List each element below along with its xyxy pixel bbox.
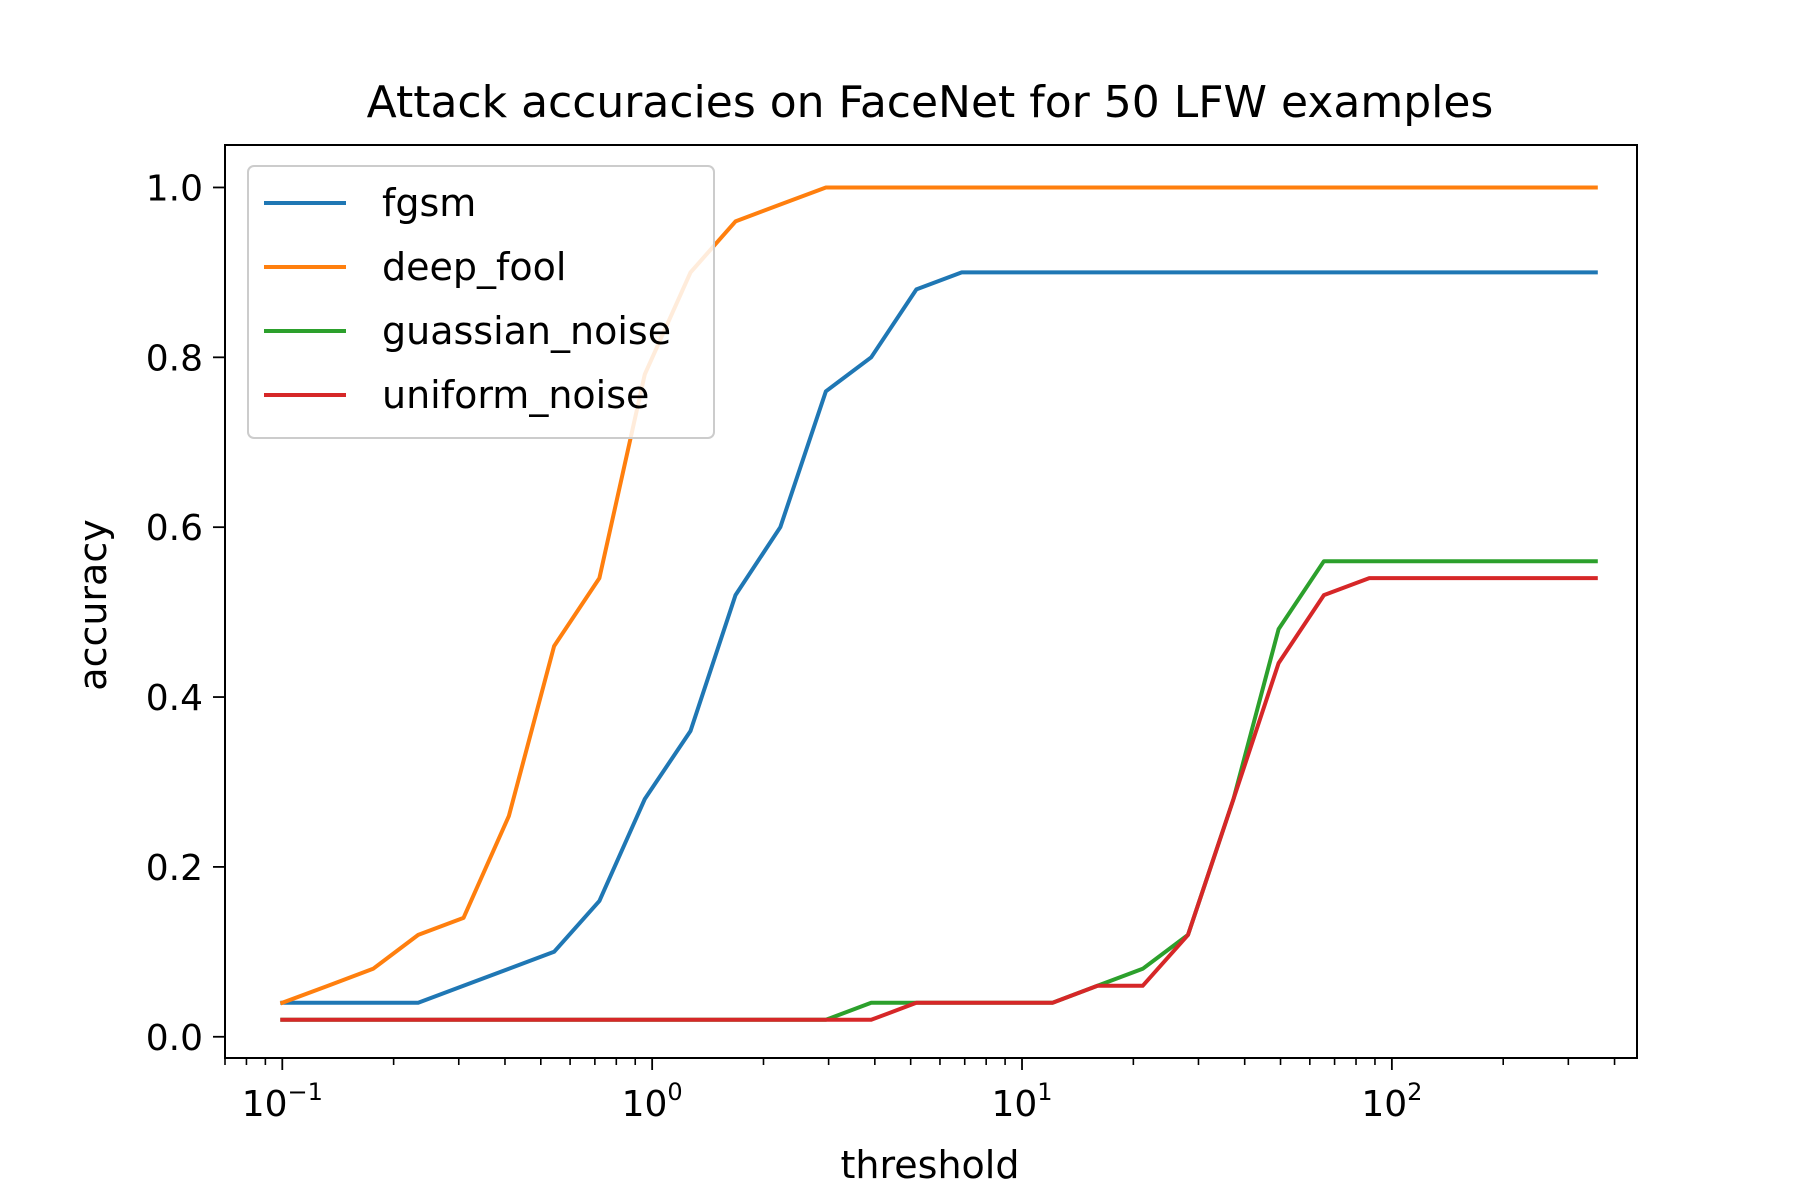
y-tick-label: 0.0 xyxy=(146,1018,203,1059)
legend-label-fgsm: fgsm xyxy=(382,181,476,225)
chart-title: Attack accuracies on FaceNet for 50 LFW … xyxy=(367,77,1494,128)
y-tick-label: 1.0 xyxy=(146,168,203,209)
x-tick-label: 102 xyxy=(1361,1078,1422,1125)
legend-label-uniform_noise: uniform_noise xyxy=(382,373,649,417)
series-line-guassian_noise xyxy=(280,559,1598,1022)
x-tick-label: 10−1 xyxy=(242,1078,323,1125)
legend: fgsm deep_fool guassian_noise uniform_noise xyxy=(247,165,715,439)
legend-label-guassian_noise: guassian_noise xyxy=(382,309,671,353)
series-line-fgsm xyxy=(280,270,1598,1005)
y-tick-label: 0.2 xyxy=(146,848,203,889)
y-tick-label: 0.6 xyxy=(146,508,203,549)
y-tick-label: 0.4 xyxy=(146,678,203,719)
y-tick-label: 0.8 xyxy=(146,338,203,379)
plot-frame xyxy=(224,144,1638,1059)
x-axis-label: threshold xyxy=(841,1143,1020,1187)
legend-label-deep_fool: deep_fool xyxy=(382,245,566,289)
y-axis-label: accuracy xyxy=(71,519,115,690)
plot-area: 10−1 100 101 102 0.0 0.2 0.4 0.6 0.8 1.0 fgsm deep_… xyxy=(146,144,1638,1125)
x-tick-label: 100 xyxy=(622,1078,683,1125)
series-line-uniform_noise xyxy=(280,576,1598,1022)
x-tick-label: 101 xyxy=(991,1078,1052,1125)
legend-frame xyxy=(247,165,715,439)
series-line-deep_fool xyxy=(279,185,1598,1006)
